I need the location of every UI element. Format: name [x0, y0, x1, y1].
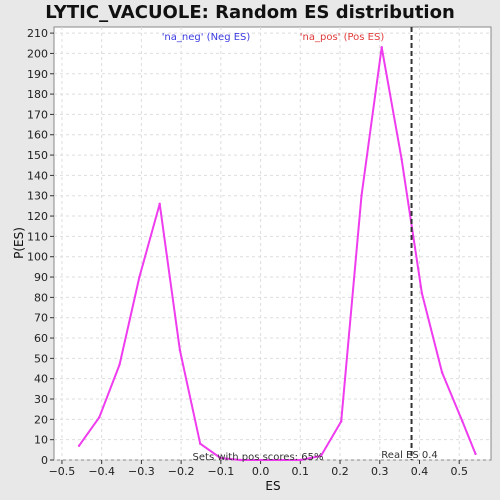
data-point — [98, 416, 101, 419]
data-point — [400, 157, 403, 161]
y-tick-label: 210 — [27, 27, 48, 40]
y-tick-label: 100 — [27, 251, 48, 264]
y-tick-label: 120 — [27, 210, 48, 223]
y-tick-label: 40 — [34, 373, 48, 386]
x-tick-label: 0.5 — [450, 465, 468, 478]
x-axis-label: ES — [265, 479, 280, 493]
x-tick-label: −0.5 — [49, 465, 76, 478]
data-point — [77, 444, 81, 447]
real-es-line-group: Real ES 0.4 — [381, 27, 438, 461]
chart-title: LYTIC_VACUOLE: Random ES distribution — [45, 2, 455, 23]
y-tick-label: 10 — [34, 434, 48, 447]
x-tick-label: 0.3 — [371, 465, 389, 478]
data-point — [380, 46, 383, 49]
x-axis: −0.5 −0.4 −0.3 −0.2 −0.1 0.0 0.1 0.2 0.3 0.4 0.5 — [49, 460, 468, 478]
data-point — [118, 363, 121, 366]
y-tick-label: 160 — [27, 129, 48, 142]
data-point — [319, 454, 323, 458]
legend-neg: 'na_neg' (Neg ES) — [162, 32, 251, 43]
y-tick-label: 130 — [27, 190, 48, 203]
data-point — [461, 420, 464, 423]
grid — [54, 27, 491, 461]
y-tick-label: 80 — [34, 291, 48, 304]
x-tick-label: 0.0 — [252, 465, 270, 478]
y-tick-label: 20 — [34, 413, 48, 426]
y-tick-label: 60 — [34, 332, 48, 345]
y-tick-label: 30 — [34, 393, 48, 406]
x-tick-label: −0.3 — [128, 465, 155, 478]
x-tick-label: 0.4 — [411, 465, 429, 478]
x-tick-label: 0.2 — [331, 465, 349, 478]
data-point — [299, 458, 302, 462]
y-tick-label: 170 — [27, 108, 48, 121]
y-tick-label: 90 — [34, 271, 48, 284]
data-point — [158, 202, 161, 206]
y-tick-label: 110 — [27, 230, 48, 243]
y-tick-label: 190 — [27, 68, 48, 81]
y-tick-label: 180 — [27, 88, 48, 101]
legend-pos: 'na_pos' (Pos ES) — [300, 32, 385, 43]
y-tick-label: 140 — [27, 169, 48, 182]
sets-annotation: Sets with pos scores: 65% — [193, 452, 324, 463]
real-es-label: Real ES 0.4 — [381, 450, 437, 461]
y-tick-label: 0 — [41, 454, 48, 467]
y-tick-label: 150 — [27, 149, 48, 162]
data-point — [279, 458, 283, 462]
plot-area — [53, 26, 492, 461]
x-tick-label: −0.4 — [88, 465, 115, 478]
x-tick-label: −0.1 — [207, 465, 234, 478]
data-point — [138, 275, 141, 279]
y-tick-label: 50 — [34, 352, 48, 365]
y-axis-label: P(ES) — [12, 227, 26, 259]
data-point — [360, 194, 363, 197]
data-point — [340, 420, 343, 423]
x-tick-label: −0.2 — [168, 465, 195, 478]
data-point — [420, 292, 424, 295]
data-point — [239, 458, 242, 462]
data-point — [198, 442, 202, 445]
data-point — [474, 452, 477, 456]
y-tick-label: 70 — [34, 312, 48, 325]
y-tick-label: 200 — [27, 47, 48, 60]
data-point — [440, 371, 444, 374]
y-axis: 0 10 20 30 40 50 60 70 80 90 100 110 120 130 140 150 160… — [27, 27, 54, 467]
data-point — [219, 456, 222, 460]
x-tick-label: 0.1 — [292, 465, 310, 478]
data-point — [259, 458, 262, 462]
points-layer — [77, 46, 477, 462]
data-point — [178, 349, 182, 352]
